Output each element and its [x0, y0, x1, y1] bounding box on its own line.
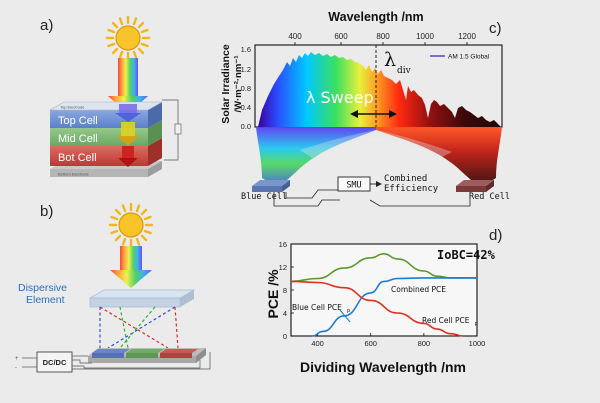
pce-x-tick: 800 [418, 339, 431, 348]
solar-spectrum [258, 52, 501, 127]
pce-plot-frame [290, 243, 478, 337]
dispersive-element-label: Dispersive Element [18, 282, 70, 306]
spectrum-y-tick: 0.8 [241, 84, 251, 93]
panel-d-label: d) [489, 227, 502, 244]
combined-efficiency-label: Combined Efficiency [384, 174, 439, 194]
sun-icon [105, 15, 151, 61]
bot-cell-label: Bot Cell [58, 152, 97, 164]
spectrum-x-tick: 1000 [416, 32, 434, 41]
spectrum-x-tick: 800 [376, 32, 390, 41]
sun-icon [108, 202, 154, 248]
spectrum-x-ticks: 400 600 800 1000 1200 [288, 32, 476, 45]
pce-y-tick: 4 [283, 309, 287, 318]
tandem-cell-stack: Top Electrode Bottom Electrode Top Cell … [48, 99, 182, 177]
red-light-fan [376, 127, 502, 188]
pce-y-tick: 0 [283, 332, 287, 341]
dcdc-converter: DC/DC + - [15, 351, 211, 373]
green-subcell [126, 349, 164, 353]
top-electrode-label: Top Electrode [60, 105, 85, 110]
combined-pce-label: Combined PCE [391, 285, 446, 294]
terminal-plus: + [15, 356, 19, 362]
blue-cell-label: Blue Cell [241, 192, 287, 202]
panel-b: b) Dispersive Element [15, 202, 211, 373]
spectrum-y-ticks: 0.0 0.4 0.8 1.2 1.6 [241, 45, 251, 131]
spectrum-y-tick: 0.0 [241, 122, 251, 131]
dispersive-element [88, 289, 196, 308]
smu-label: SMU [346, 181, 361, 191]
spectrum-y-tick: 0.4 [241, 103, 251, 112]
pce-x-tick: 400 [311, 339, 324, 348]
panel-c-label: c) [489, 20, 502, 37]
light-beam-b [110, 246, 152, 288]
spectrum-y-title-1: Solar Irradiance [220, 44, 232, 124]
mid-cell-label: Mid Cell [58, 133, 98, 145]
spectrum-y-title-2: /W·m⁻²·nm⁻¹ [233, 56, 244, 113]
series-line-combined-pce [290, 252, 477, 283]
sweep-arrow [350, 110, 397, 118]
blue-cell-pce-label: Blue Cell PCE p [292, 295, 350, 314]
terminal-minus: - [15, 365, 17, 371]
pce-x-tick: 600 [364, 339, 377, 348]
dispersed-rays [99, 306, 179, 349]
pce-x-tick: 1000 [469, 339, 486, 348]
red-cell-pce-label: Red Cell PCE p [422, 308, 478, 327]
pce-y-title: PCE /% [265, 269, 281, 319]
lambda-div-label: λ div [384, 49, 412, 76]
series-line-red-cell-pce [290, 280, 464, 337]
spectrum-x-tick: 1200 [458, 32, 476, 41]
spectrum-x-tick: 400 [288, 32, 302, 41]
split-cells [88, 348, 206, 363]
series-line-blue-cell-pce [312, 277, 477, 337]
blue-light-fan [256, 127, 376, 188]
pce-y-tick: 16 [279, 240, 287, 249]
panel-d: d) PCE /% Dividing Wavelength /nm 0 4 8 12 1… [265, 227, 502, 375]
pce-y-tick: 8 [283, 286, 287, 295]
spectrum-legend: AM 1.5 Global [448, 54, 490, 61]
red-subcell [160, 349, 198, 353]
top-cell-label: Top Cell [58, 115, 98, 127]
panel-b-label: b) [40, 203, 53, 220]
blue-label-pointer [339, 309, 351, 323]
blue-cell [252, 180, 290, 192]
red-cell-label: Red Cell [469, 192, 510, 202]
red-cell [456, 180, 494, 192]
pce-y-tick: 12 [279, 263, 287, 272]
iobc-badge: IoBC=42% [437, 248, 496, 262]
blue-subcell [92, 349, 130, 353]
pce-chart: 0 4 8 12 16 400 600 800 1000 [279, 240, 486, 348]
spectrum-y-tick: 1.2 [241, 65, 251, 74]
smu-circuit [273, 189, 471, 207]
dcdc-label: DC/DC [43, 358, 67, 367]
pce-x-title: Dividing Wavelength /nm [300, 359, 466, 375]
spectrum-x-tick: 600 [334, 32, 348, 41]
bottom-electrode-label: Bottom Electrode [58, 172, 89, 177]
panel-a: a) [40, 15, 182, 177]
panel-c: c) Wavelength /nm 400 600 800 1000 1200 … [220, 10, 510, 207]
spectrum-x-title: Wavelength /nm [328, 10, 423, 24]
panel-a-label: a) [40, 17, 53, 34]
lambda-sweep-label: λ Sweep [306, 88, 374, 107]
spectrum-y-tick: 1.6 [241, 45, 251, 54]
